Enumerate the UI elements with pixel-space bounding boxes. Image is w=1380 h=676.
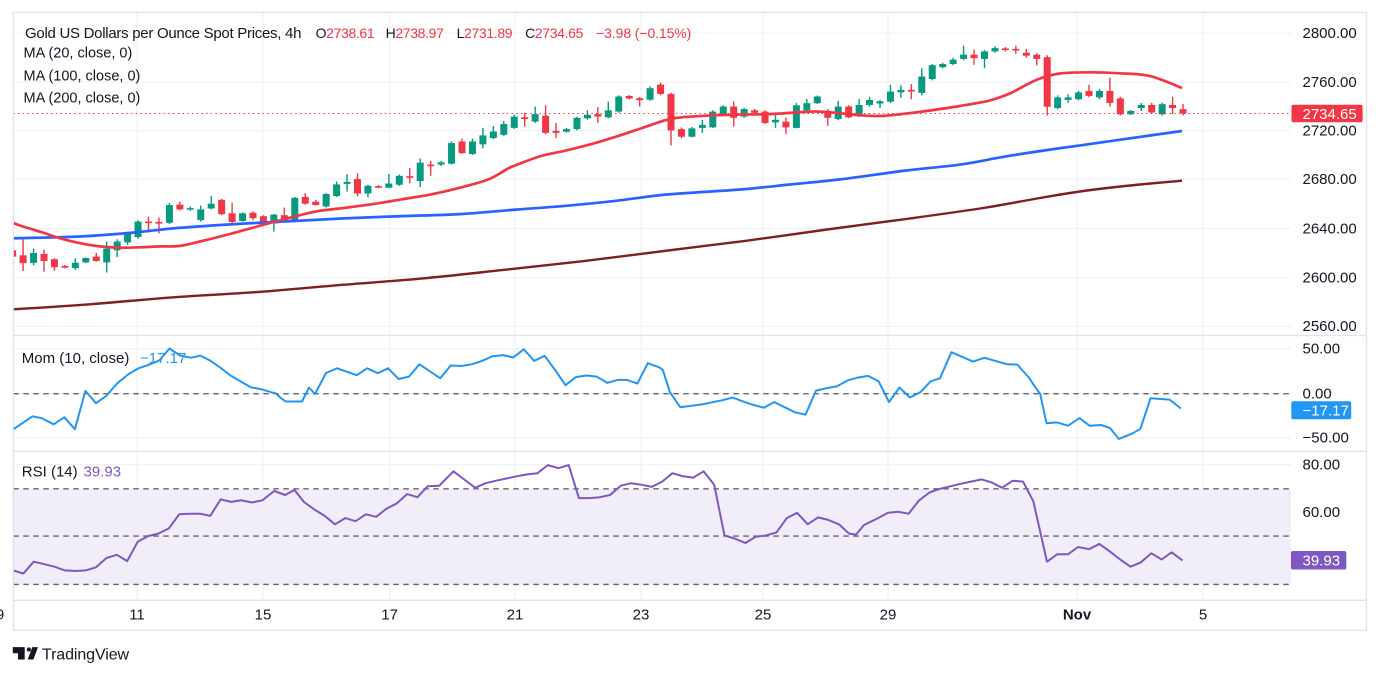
svg-text:MA (200, close, 0): MA (200, close, 0) (24, 91, 141, 107)
svg-text:2800.00: 2800.00 (1303, 25, 1357, 42)
svg-text:H2738.97: H2738.97 (386, 25, 444, 41)
svg-text:Gold US Dollars per Ounce Spot: Gold US Dollars per Ounce Spot Prices, 4… (25, 25, 301, 42)
svg-text:2680.00: 2680.00 (1303, 171, 1357, 188)
svg-text:C2734.65: C2734.65 (525, 25, 583, 41)
svg-text:MA (100, close, 0): MA (100, close, 0) (24, 69, 141, 85)
svg-text:80.00: 80.00 (1303, 456, 1341, 473)
svg-text:Mom (10, close)−17.17: Mom (10, close) −17.17 (22, 350, 186, 367)
svg-text:2720.00: 2720.00 (1303, 122, 1357, 139)
svg-text:2600.00: 2600.00 (1303, 269, 1357, 286)
svg-text:25: 25 (755, 607, 772, 624)
svg-text:−50.00: −50.00 (1303, 430, 1349, 447)
svg-text:29: 29 (880, 607, 897, 624)
svg-text:O2738.61: O2738.61 (316, 25, 375, 41)
svg-text:2640.00: 2640.00 (1303, 220, 1357, 237)
svg-text:2734.65: 2734.65 (1303, 106, 1357, 123)
svg-text:50.00: 50.00 (1303, 341, 1341, 358)
svg-text:21: 21 (507, 607, 524, 624)
svg-text:Nov: Nov (1063, 607, 1092, 624)
svg-text:2560.00: 2560.00 (1303, 318, 1357, 335)
svg-text:15: 15 (255, 607, 272, 624)
svg-text:2760.00: 2760.00 (1303, 74, 1357, 91)
svg-text:5: 5 (1199, 607, 1207, 624)
svg-text:39.93: 39.93 (1303, 553, 1341, 570)
svg-text:17: 17 (381, 607, 398, 624)
svg-text:RSI (14)39.93: RSI (14) 39.93 (22, 464, 121, 481)
svg-text:TradingView: TradingView (42, 646, 129, 663)
svg-text:−3.98 (−0.15%): −3.98 (−0.15%) (596, 25, 691, 41)
svg-text:23: 23 (633, 607, 650, 624)
svg-text:−17.17: −17.17 (1303, 403, 1349, 420)
svg-text:11: 11 (129, 607, 145, 624)
svg-text:0.00: 0.00 (1303, 386, 1332, 403)
svg-text:L2731.89: L2731.89 (457, 25, 513, 41)
svg-text:9: 9 (0, 607, 4, 624)
svg-text:MA (20, close, 0): MA (20, close, 0) (24, 46, 133, 62)
svg-text:60.00: 60.00 (1303, 504, 1341, 521)
